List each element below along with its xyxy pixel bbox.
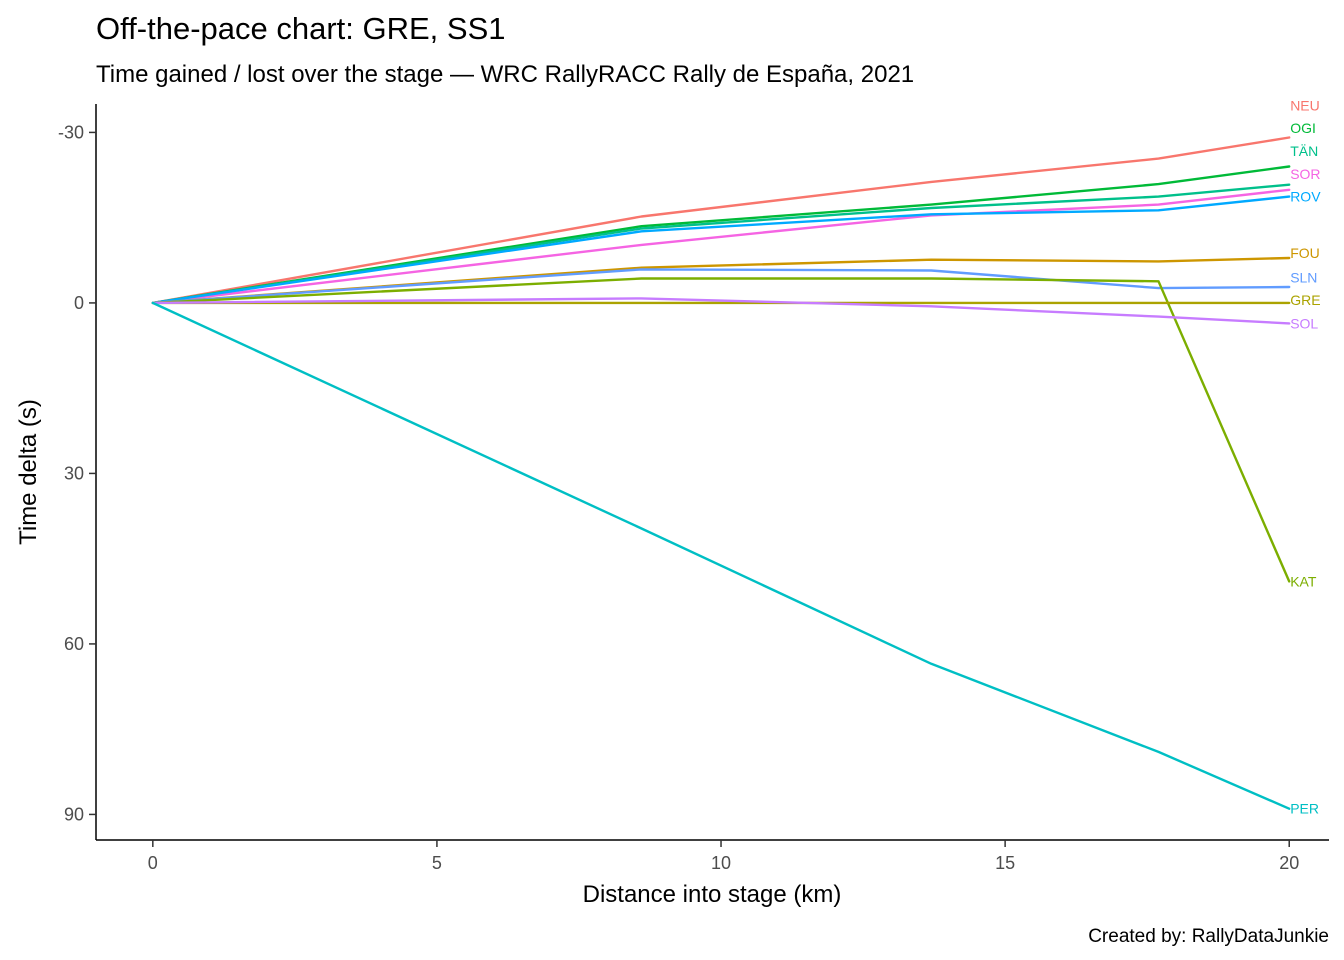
series-line-rov [151,195,1291,305]
series-line-sln [151,268,1291,305]
x-axis-title: Distance into stage (km) [583,881,842,908]
series-line-ogi [151,165,1291,305]
y-axis-ticks: -30 0 30 60 90 [58,122,96,824]
end-label-rov: ROV [1290,189,1321,205]
end-label-sln: SLN [1290,269,1317,285]
series-lines [151,136,1291,810]
y-tick-label: 0 [74,293,84,313]
y-axis-title: Time delta (s) [15,399,42,545]
chart-subtitle: Time gained / lost over the stage — WRC … [96,61,914,88]
series-line-tan [151,183,1291,305]
series-line-sol [151,297,1291,325]
x-tick-label: 0 [148,853,158,873]
y-tick-label: -30 [58,122,84,142]
x-tick-label: 20 [1279,853,1299,873]
y-tick-label: 90 [64,804,84,824]
end-label-gre: GRE [1290,292,1320,308]
chart-caption: Created by: RallyDataJunkie [1088,926,1329,947]
y-tick-label: 30 [64,463,84,483]
x-tick-label: 10 [711,853,731,873]
chart-title: Off-the-pace chart: GRE, SS1 [96,11,506,46]
end-label-ogi: OGI [1290,120,1316,136]
end-label-fou: FOU [1290,245,1320,261]
series-end-labels: NEU OGI TÄN SOR ROV FOU SLN GRE SOL KAT PER [1290,98,1321,817]
end-label-sol: SOL [1290,315,1318,331]
end-label-kat: KAT [1290,573,1317,589]
end-label-tan: TÄN [1290,143,1318,159]
series-line-kat [151,277,1291,583]
x-tick-label: 15 [995,853,1015,873]
series-line-neu [151,136,1291,305]
y-tick-label: 60 [64,634,84,654]
end-label-sor: SOR [1290,166,1320,182]
end-label-per: PER [1290,801,1319,817]
end-label-neu: NEU [1290,98,1320,114]
series-line-per [151,301,1291,810]
x-tick-label: 5 [432,853,442,873]
x-axis-ticks: 0 5 10 15 20 [148,840,1299,873]
